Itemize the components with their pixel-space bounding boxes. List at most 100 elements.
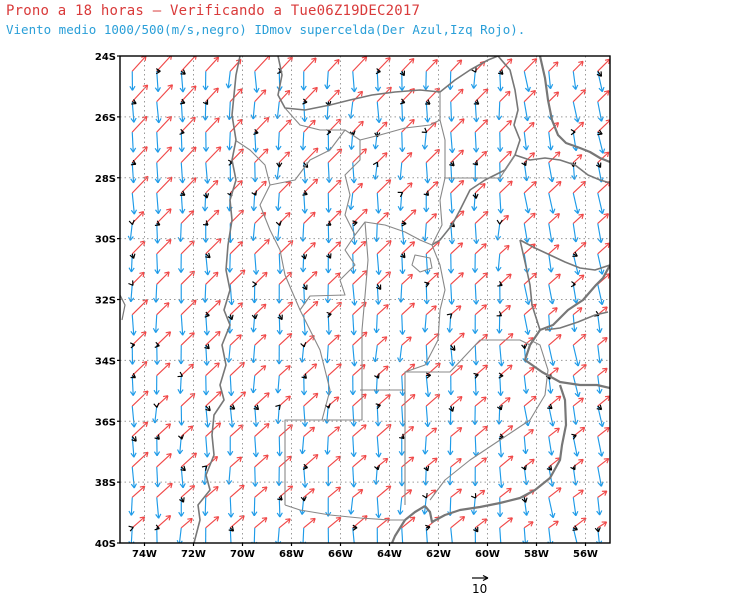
right-mover-vector — [251, 162, 259, 183]
mean-wind-vector — [448, 405, 455, 412]
right-mover-vector — [154, 466, 161, 488]
right-mover-vector — [471, 406, 479, 425]
chile-argentina-border — [193, 56, 241, 543]
right-mover-vector — [154, 71, 161, 93]
left-mover-vector — [474, 243, 487, 255]
mean-wind-vector — [424, 281, 430, 288]
left-mover-vector — [376, 179, 392, 194]
mean-wind-vector — [496, 219, 503, 225]
left-mover-vector — [131, 390, 149, 407]
right-mover-vector — [227, 497, 235, 518]
mean-wind-vector — [547, 403, 553, 410]
right-mover-vector — [129, 375, 137, 396]
left-mover-vector — [131, 299, 149, 316]
mean-wind-vector — [521, 160, 527, 167]
left-mover-vector — [156, 453, 172, 468]
right-mover-vector — [447, 436, 454, 456]
left-mover-vector — [131, 271, 145, 285]
left-mover-vector — [425, 457, 438, 468]
left-mover-vector — [499, 180, 513, 194]
mean-wind-vector — [202, 99, 209, 106]
right-mover-vector — [522, 132, 530, 151]
right-mover-vector — [177, 345, 185, 365]
right-mover-vector — [470, 71, 478, 89]
right-mover-vector — [548, 284, 555, 305]
left-mover-vector — [376, 57, 391, 72]
right-mover-vector — [130, 405, 137, 428]
left-mover-vector — [376, 304, 389, 316]
left-mover-vector — [156, 84, 174, 103]
right-mover-vector — [130, 101, 137, 123]
mean-wind-vector — [227, 314, 234, 321]
left-mover-vector — [327, 334, 340, 346]
mean-wind-vector — [153, 402, 160, 408]
right-mover-vector — [300, 375, 308, 396]
right-mover-vector — [572, 345, 581, 367]
mean-wind-vector — [375, 403, 381, 410]
right-mover-vector — [204, 162, 211, 184]
right-mover-vector — [299, 345, 306, 363]
right-mover-vector — [548, 497, 556, 519]
right-mover-vector — [523, 314, 531, 335]
right-mover-vector — [225, 71, 232, 89]
lon-label: 74W — [132, 549, 157, 560]
left-mover-vector — [450, 396, 463, 407]
mean-wind-vector — [128, 280, 134, 286]
mean-wind-vector — [130, 159, 137, 166]
right-mover-vector — [498, 345, 505, 367]
mean-wind-vector — [421, 127, 428, 134]
left-mover-vector — [180, 240, 195, 255]
mean-wind-vector — [128, 525, 134, 532]
left-mover-vector — [303, 426, 316, 437]
right-mover-vector — [202, 132, 210, 152]
right-mover-vector — [498, 466, 505, 489]
right-mover-vector — [276, 436, 283, 457]
left-mover-vector — [425, 272, 440, 285]
mean-wind-vector — [180, 465, 186, 472]
left-mover-vector — [425, 333, 440, 346]
right-mover-vector — [226, 466, 233, 485]
mean-wind-vector — [422, 493, 428, 499]
right-mover-vector — [597, 223, 604, 244]
right-mover-vector — [473, 223, 480, 245]
mean-wind-vector — [372, 161, 379, 168]
left-mover-vector — [131, 451, 149, 468]
left-mover-vector — [180, 177, 197, 194]
left-mover-vector — [229, 484, 245, 498]
left-mover-vector — [205, 237, 222, 255]
mean-wind-vector — [594, 527, 601, 533]
right-mover-vector — [325, 223, 332, 244]
left-mover-vector — [278, 181, 292, 194]
left-mover-vector — [376, 336, 388, 346]
right-mover-vector — [548, 192, 556, 214]
left-mover-vector — [352, 240, 367, 255]
right-mover-vector — [496, 497, 504, 518]
right-mover-vector — [547, 71, 554, 90]
left-mover-vector — [352, 424, 367, 437]
left-mover-vector — [597, 90, 610, 103]
right-mover-vector — [397, 192, 404, 211]
mean-wind-vector — [177, 371, 184, 378]
left-mover-vector — [450, 426, 463, 437]
right-mover-vector — [176, 527, 183, 543]
right-mover-vector — [325, 466, 332, 487]
left-mover-vector — [205, 516, 220, 529]
right-mover-vector — [400, 223, 407, 245]
brazil-border — [514, 154, 610, 184]
mean-wind-vector — [352, 524, 358, 531]
mean-wind-vector — [302, 284, 308, 291]
left-mover-vector — [303, 392, 319, 407]
right-mover-vector — [229, 527, 232, 543]
left-mover-vector — [278, 365, 291, 377]
left-mover-vector — [572, 307, 583, 316]
right-mover-vector — [450, 527, 453, 543]
left-mover-vector — [352, 393, 367, 407]
right-mover-vector — [425, 527, 428, 543]
right-mover-vector — [422, 436, 429, 455]
left-mover-vector — [156, 362, 171, 377]
mean-wind-vector — [521, 464, 527, 471]
left-mover-vector — [450, 149, 464, 163]
left-mover-vector — [401, 516, 416, 529]
right-mover-vector — [276, 345, 283, 365]
